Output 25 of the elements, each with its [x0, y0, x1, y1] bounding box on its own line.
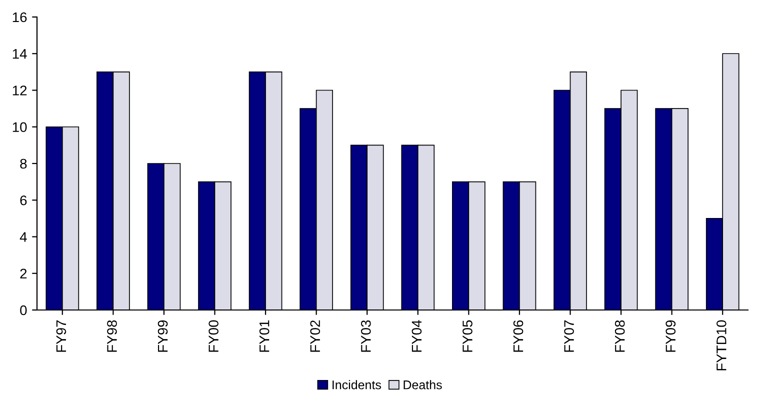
x-tick-label: FY98 — [107, 320, 117, 352]
x-tick-label: FY06 — [513, 320, 524, 352]
x-tick-label: FY05 — [462, 320, 472, 352]
y-tick-label: 14 — [12, 49, 27, 59]
x-tick-label: FYTD10 — [716, 320, 726, 370]
x-tick-label: FY04 — [412, 320, 422, 352]
x-tick-label: FY97 — [56, 320, 66, 352]
legend-label: Incidents — [332, 380, 382, 390]
x-tick-label: FY02 — [310, 320, 320, 352]
y-tick-label: 16 — [12, 12, 27, 22]
y-tick-label: 8 — [20, 158, 27, 169]
y-tick-label: 2 — [20, 268, 27, 278]
y-tick-label: 10 — [12, 122, 27, 132]
y-tick-label: 0 — [20, 305, 27, 316]
x-tick-label: FY03 — [361, 320, 371, 352]
x-tick-label: FY08 — [614, 320, 625, 352]
x-tick-label: FY07 — [564, 320, 574, 352]
legend-label: Deaths — [404, 380, 442, 390]
x-tick-label: FY01 — [259, 320, 270, 352]
x-tick-label: FY00 — [208, 320, 218, 352]
y-tick-label: 6 — [20, 195, 27, 206]
y-tick-label: 4 — [20, 232, 27, 242]
x-tick-label: FY09 — [666, 320, 676, 352]
x-tick-label: FY99 — [158, 320, 168, 352]
y-tick-label: 12 — [12, 86, 27, 96]
